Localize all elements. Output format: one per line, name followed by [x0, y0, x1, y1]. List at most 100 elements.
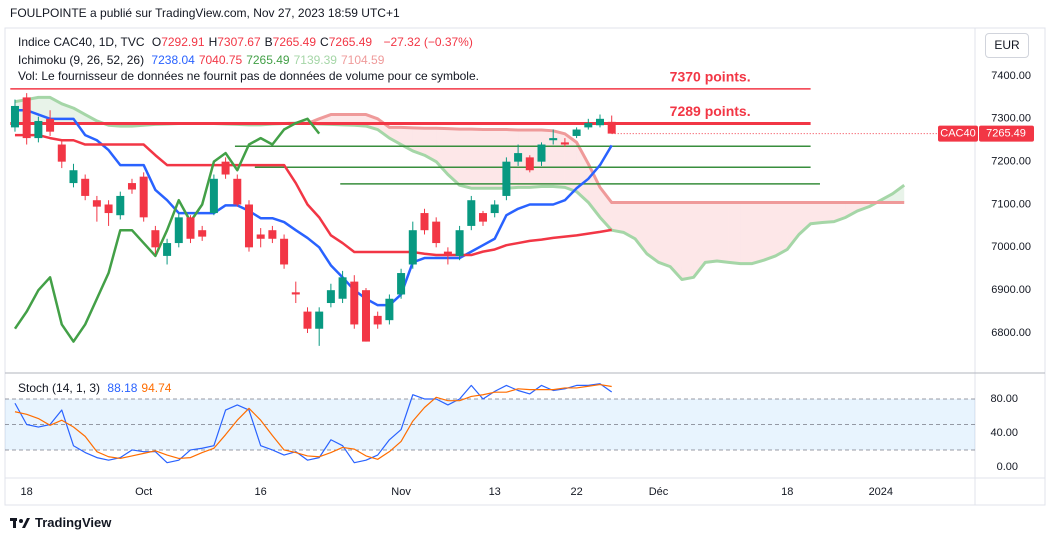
stoch-values: 88.18 94.74 — [107, 381, 175, 395]
candle-body — [174, 217, 183, 244]
candle-body — [420, 213, 429, 231]
ohlc-item: B7265.49 — [265, 35, 316, 49]
ichimoku-value: 7040.75 — [198, 53, 243, 67]
candle-body — [361, 290, 370, 342]
candle-body — [467, 200, 476, 226]
candle-body — [514, 153, 523, 162]
cloud-segment — [389, 127, 402, 145]
candle-body — [560, 142, 569, 145]
symbol: Indice CAC40, 1D, TVC — [18, 35, 145, 49]
cloud-segment — [705, 202, 718, 263]
stoch-tick-label: 40.00 — [990, 427, 1018, 439]
price-tag-text: 7265.49 — [986, 128, 1026, 140]
cloud-segment — [623, 202, 636, 239]
candle-body — [291, 292, 300, 295]
ichimoku-value: 7104.59 — [340, 53, 385, 67]
cloud-segment — [646, 202, 659, 263]
candle-body — [525, 157, 534, 171]
ichimoku-value: 7238.04 — [151, 53, 195, 67]
candle-body — [443, 251, 452, 256]
candle-body — [385, 298, 394, 321]
candle-body — [478, 213, 487, 222]
brand: TradingView — [35, 515, 112, 530]
cloud-segment — [822, 202, 835, 223]
footer-brand: TradingView — [10, 515, 115, 530]
candle-body — [116, 195, 125, 216]
ichimoku-value: 7265.49 — [246, 53, 290, 67]
ohlc-value: 7265.49 — [328, 35, 373, 49]
x-tick-label: 18 — [21, 486, 33, 498]
y-tick-label: 6800.00 — [991, 327, 1031, 339]
price-pane — [10, 88, 975, 346]
candle-body — [572, 129, 581, 136]
x-tick-label: 16 — [255, 486, 267, 498]
candle-body — [22, 97, 31, 139]
candle-body — [186, 217, 195, 239]
x-tick-label: 22 — [570, 486, 582, 498]
cloud-segment — [471, 129, 483, 189]
brand-logo — [10, 517, 30, 528]
ohlc-item: H7307.67 — [209, 35, 261, 49]
candle-body — [315, 311, 324, 329]
x-tick-label: Déc — [649, 486, 669, 498]
ohlc-key: O — [151, 35, 162, 49]
cloud-segment — [518, 129, 530, 188]
candle-body — [46, 118, 55, 132]
candle-body — [127, 183, 136, 190]
candle-body — [69, 170, 78, 184]
candle-body — [81, 178, 90, 196]
cloud-segment — [763, 202, 776, 261]
candle-body — [537, 144, 546, 162]
y-tick-label: 7400.00 — [991, 70, 1031, 82]
candle-body — [209, 178, 218, 214]
x-tick-label: 18 — [781, 486, 793, 498]
stoch-value: 88.18 — [107, 381, 138, 395]
ohlc-item: O7292.91 — [152, 35, 205, 49]
candle-body — [490, 204, 499, 214]
candle-body — [607, 121, 616, 134]
candle-body — [233, 178, 242, 205]
candle-body — [326, 290, 335, 304]
candle-body — [57, 144, 66, 162]
candle-body — [373, 315, 382, 325]
stoch-pane — [5, 383, 975, 464]
candle-body — [455, 230, 464, 256]
cloud-segment — [740, 202, 753, 264]
ichimoku-line — [13, 117, 321, 343]
change: −27.32 (−0.37%) — [383, 35, 473, 49]
cloud-segment — [564, 133, 577, 192]
cloud-segment — [73, 108, 86, 124]
candle-body — [549, 138, 558, 141]
ichimoku-legend: Ichimoku (9, 26, 52, 26) 7238.04 7040.75 7… — [18, 53, 392, 67]
cloud-segment — [752, 202, 764, 264]
candle-body — [408, 230, 417, 265]
ohlc-value: 7307.67 — [217, 35, 261, 49]
cloud-segment — [658, 202, 671, 267]
candle-body — [151, 230, 160, 248]
ichimoku-value: 7139.39 — [293, 53, 337, 67]
stoch-legend: Stoch (14, 1, 3) 88.18 94.74 — [18, 381, 179, 395]
y-tick-label: 6900.00 — [991, 284, 1031, 296]
cloud-segment — [670, 202, 682, 280]
ohlc-key: C — [320, 35, 329, 49]
x-tick-label: 13 — [489, 486, 501, 498]
currency-button[interactable]: EUR — [985, 33, 1029, 58]
cloud-segment — [728, 202, 741, 264]
ohlc-item: C7265.49 — [320, 35, 372, 49]
ohlc-key: B — [264, 35, 273, 49]
candle-body — [596, 118, 604, 126]
cloud-segment — [775, 202, 788, 256]
cloud-segment — [693, 202, 706, 278]
cloud-segment — [845, 202, 858, 218]
cloud-segment — [459, 129, 472, 189]
volume-note: Vol: Le fournisseur de données ne fourni… — [18, 69, 479, 83]
stoch-value: 94.74 — [141, 381, 172, 395]
cloud-segment — [50, 97, 62, 124]
candle-body — [221, 161, 230, 175]
candle-body — [303, 311, 312, 329]
cloud-segment — [681, 202, 694, 280]
candle-body — [584, 123, 593, 128]
symbol-tag — [938, 125, 978, 142]
